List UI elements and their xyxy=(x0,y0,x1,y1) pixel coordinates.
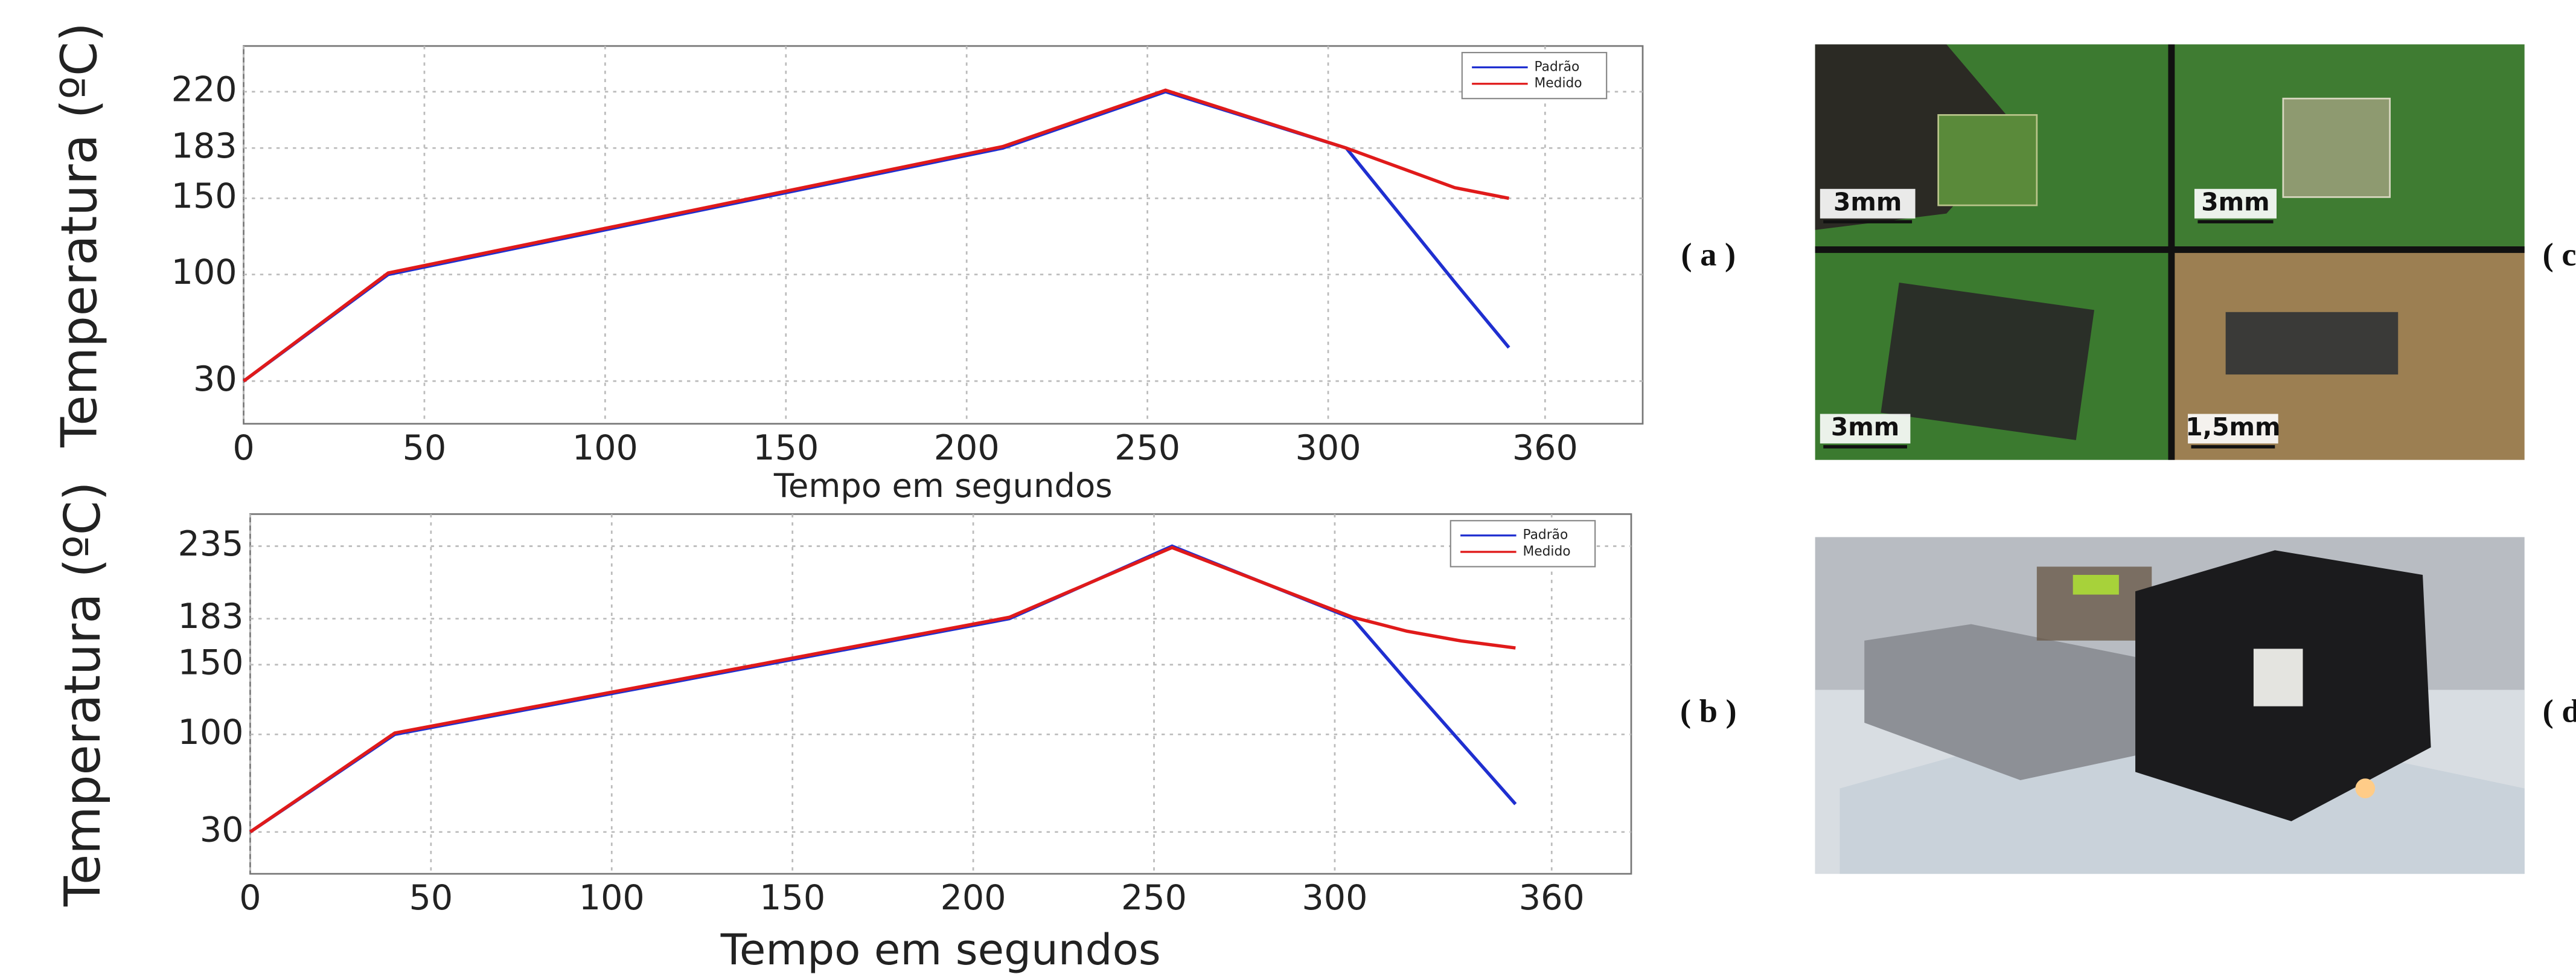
y-tick-label: 150 xyxy=(171,176,237,216)
x-tick-label: 200 xyxy=(941,878,1006,918)
x-tick-label: 250 xyxy=(1114,428,1180,468)
scale-bar-label: 3mm xyxy=(1833,187,1902,216)
y-axis-label: Temperatura (ºC) xyxy=(51,22,108,447)
y-tick-label: 183 xyxy=(171,126,237,166)
scale-bar-label: 1,5mm xyxy=(2185,412,2280,441)
x-tick-label: 300 xyxy=(1302,878,1367,918)
legend-label: Padrão xyxy=(1523,528,1568,543)
legend-box xyxy=(1461,51,1608,100)
photo-d xyxy=(1815,537,2525,874)
y-tick-label: 235 xyxy=(178,524,244,564)
scale-bar-bg xyxy=(2194,188,2277,219)
y-tick-label: 100 xyxy=(178,713,244,752)
scale-bar-bg xyxy=(1820,188,1916,219)
legend-box xyxy=(1449,520,1596,568)
scale-bar-bg xyxy=(2188,414,2278,444)
x-tick-label: 150 xyxy=(753,428,819,468)
y-axis-label: Temperatura (ºC) xyxy=(54,481,112,906)
panel-label: ( d xyxy=(2543,693,2576,729)
x-tick-label: 0 xyxy=(232,428,254,468)
x-tick-label: 100 xyxy=(579,878,645,918)
plot-area xyxy=(243,45,1644,425)
series-line xyxy=(242,88,1509,383)
plot-area xyxy=(249,513,1632,875)
x-tick-label: 50 xyxy=(403,428,447,468)
x-tick-label: 200 xyxy=(934,428,1000,468)
y-tick-label: 30 xyxy=(193,359,237,399)
scale-bar-bg xyxy=(1820,414,1911,444)
y-tick-label: 100 xyxy=(171,252,237,292)
y-tick-label: 183 xyxy=(178,597,244,636)
x-axis-label: Tempo em segundos xyxy=(720,924,1161,974)
x-tick-label: 360 xyxy=(1512,428,1578,468)
scale-bar-label: 3mm xyxy=(1831,412,1899,441)
series-line xyxy=(249,545,1516,834)
y-tick-label: 150 xyxy=(178,642,244,682)
x-tick-label: 250 xyxy=(1121,878,1187,918)
legend-label: Medido xyxy=(1535,76,1582,91)
panel-label: ( a ) xyxy=(1681,237,1736,273)
panel-label: ( c xyxy=(2543,237,2576,273)
legend-label: Padrão xyxy=(1535,60,1580,75)
panel-label: ( b ) xyxy=(1680,693,1737,729)
x-tick-label: 150 xyxy=(759,878,825,918)
scale-bar-label: 3mm xyxy=(2201,187,2269,216)
x-tick-label: 360 xyxy=(1519,878,1585,918)
y-tick-label: 220 xyxy=(171,69,237,109)
x-axis-label: Tempo em segundos xyxy=(773,467,1113,505)
x-tick-label: 50 xyxy=(409,878,453,918)
y-tick-label: 30 xyxy=(200,810,244,850)
x-tick-label: 0 xyxy=(239,878,261,918)
legend-label: Medido xyxy=(1523,544,1570,559)
x-tick-label: 300 xyxy=(1296,428,1361,468)
x-tick-label: 100 xyxy=(572,428,638,468)
photo-c xyxy=(1815,44,2525,460)
